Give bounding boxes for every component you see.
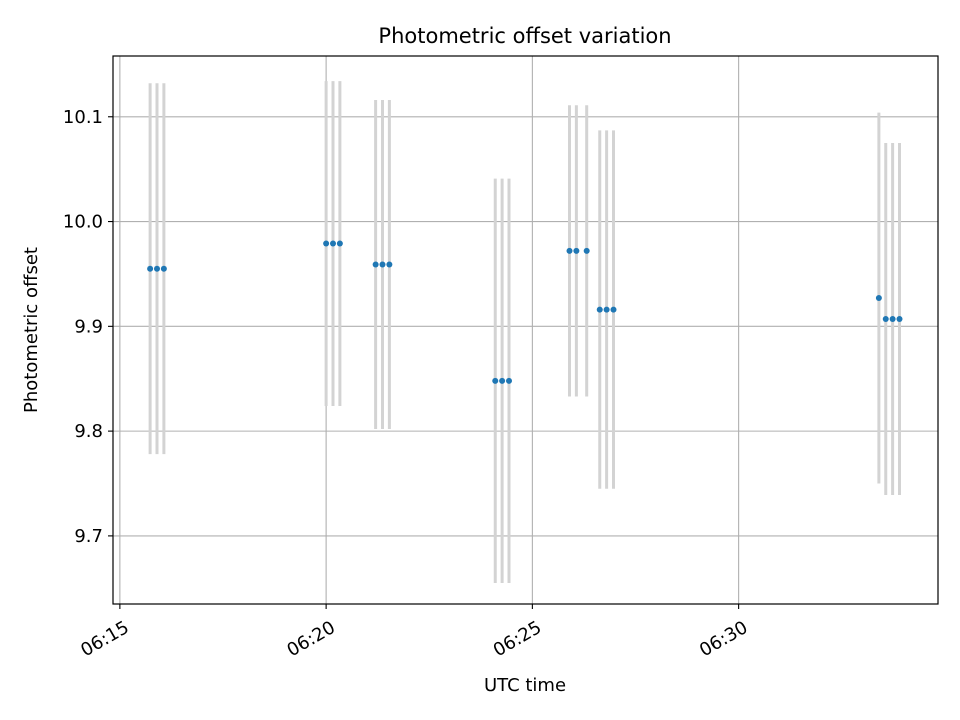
data-point [386, 261, 393, 268]
data-point [882, 315, 889, 322]
data-point [610, 306, 617, 313]
x-tick-label: 06:25 [490, 617, 545, 661]
x-tick-label: 06:30 [696, 617, 751, 661]
data-point [603, 306, 610, 313]
data-point [492, 377, 499, 384]
y-tick-label: 9.8 [74, 421, 103, 442]
data-point [566, 247, 573, 254]
x-axis-label: UTC time [484, 675, 566, 696]
x-tick-label: 06:15 [77, 617, 132, 661]
data-point [573, 247, 580, 254]
y-tick-label: 9.9 [74, 316, 103, 337]
data-point [875, 295, 882, 302]
data-point [323, 240, 330, 247]
data-point [896, 315, 903, 322]
plot-frame [112, 55, 939, 605]
grid [113, 56, 938, 604]
y-tick-label: 9.7 [74, 526, 103, 547]
data-point [596, 306, 603, 313]
error-bars [148, 81, 901, 584]
data-point [379, 261, 386, 268]
data-point [506, 377, 512, 384]
data-point [499, 377, 506, 384]
data-point [147, 265, 154, 272]
x-tick-label: 06:20 [283, 617, 338, 661]
data-point [330, 240, 336, 247]
data-points [147, 240, 903, 384]
chart-title: Photometric offset variation [378, 24, 671, 48]
y-axis-label: Photometric offset [21, 247, 42, 413]
data-point [154, 265, 160, 272]
data-point [160, 265, 167, 272]
data-point [889, 315, 896, 322]
y-tick-label: 10.1 [63, 107, 103, 128]
data-point [336, 240, 343, 247]
data-point [372, 261, 379, 268]
data-point [583, 247, 590, 254]
y-tick-label: 10.0 [63, 212, 103, 233]
axis-ticks: 9.7 9.8 9.9 10.0 10.1 06:15 06:20 06:25 06:30 [63, 107, 752, 661]
